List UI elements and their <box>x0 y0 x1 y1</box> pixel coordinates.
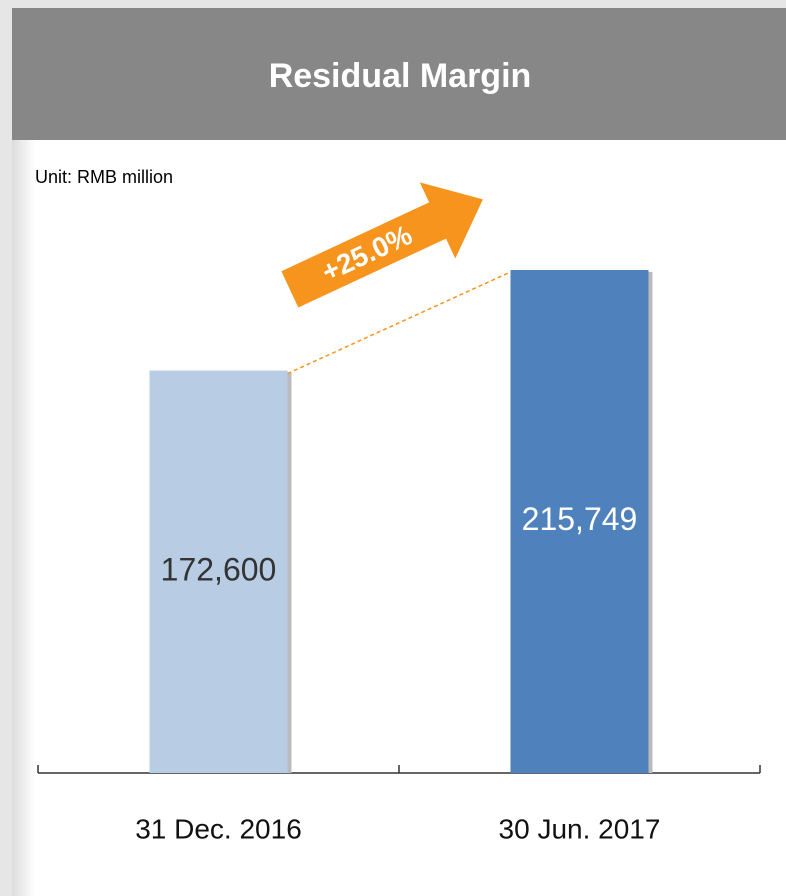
panel <box>12 8 786 896</box>
value-label: 215,749 <box>522 501 638 537</box>
chart-title: Residual Margin <box>269 57 532 95</box>
unit-label: Unit: RMB million <box>35 167 173 187</box>
bar <box>510 270 649 773</box>
connector <box>287 271 511 375</box>
x-tick-label: 30 Jun. 2017 <box>499 813 661 844</box>
x-tick-label: 31 Dec. 2016 <box>135 813 302 844</box>
value-label: 172,600 <box>161 551 277 587</box>
arrow-shape <box>281 182 483 308</box>
bar <box>149 370 288 773</box>
bars: 172,600 31 Dec. 2016 215,749 30 Jun. 2017 <box>135 270 660 844</box>
header <box>12 8 786 140</box>
